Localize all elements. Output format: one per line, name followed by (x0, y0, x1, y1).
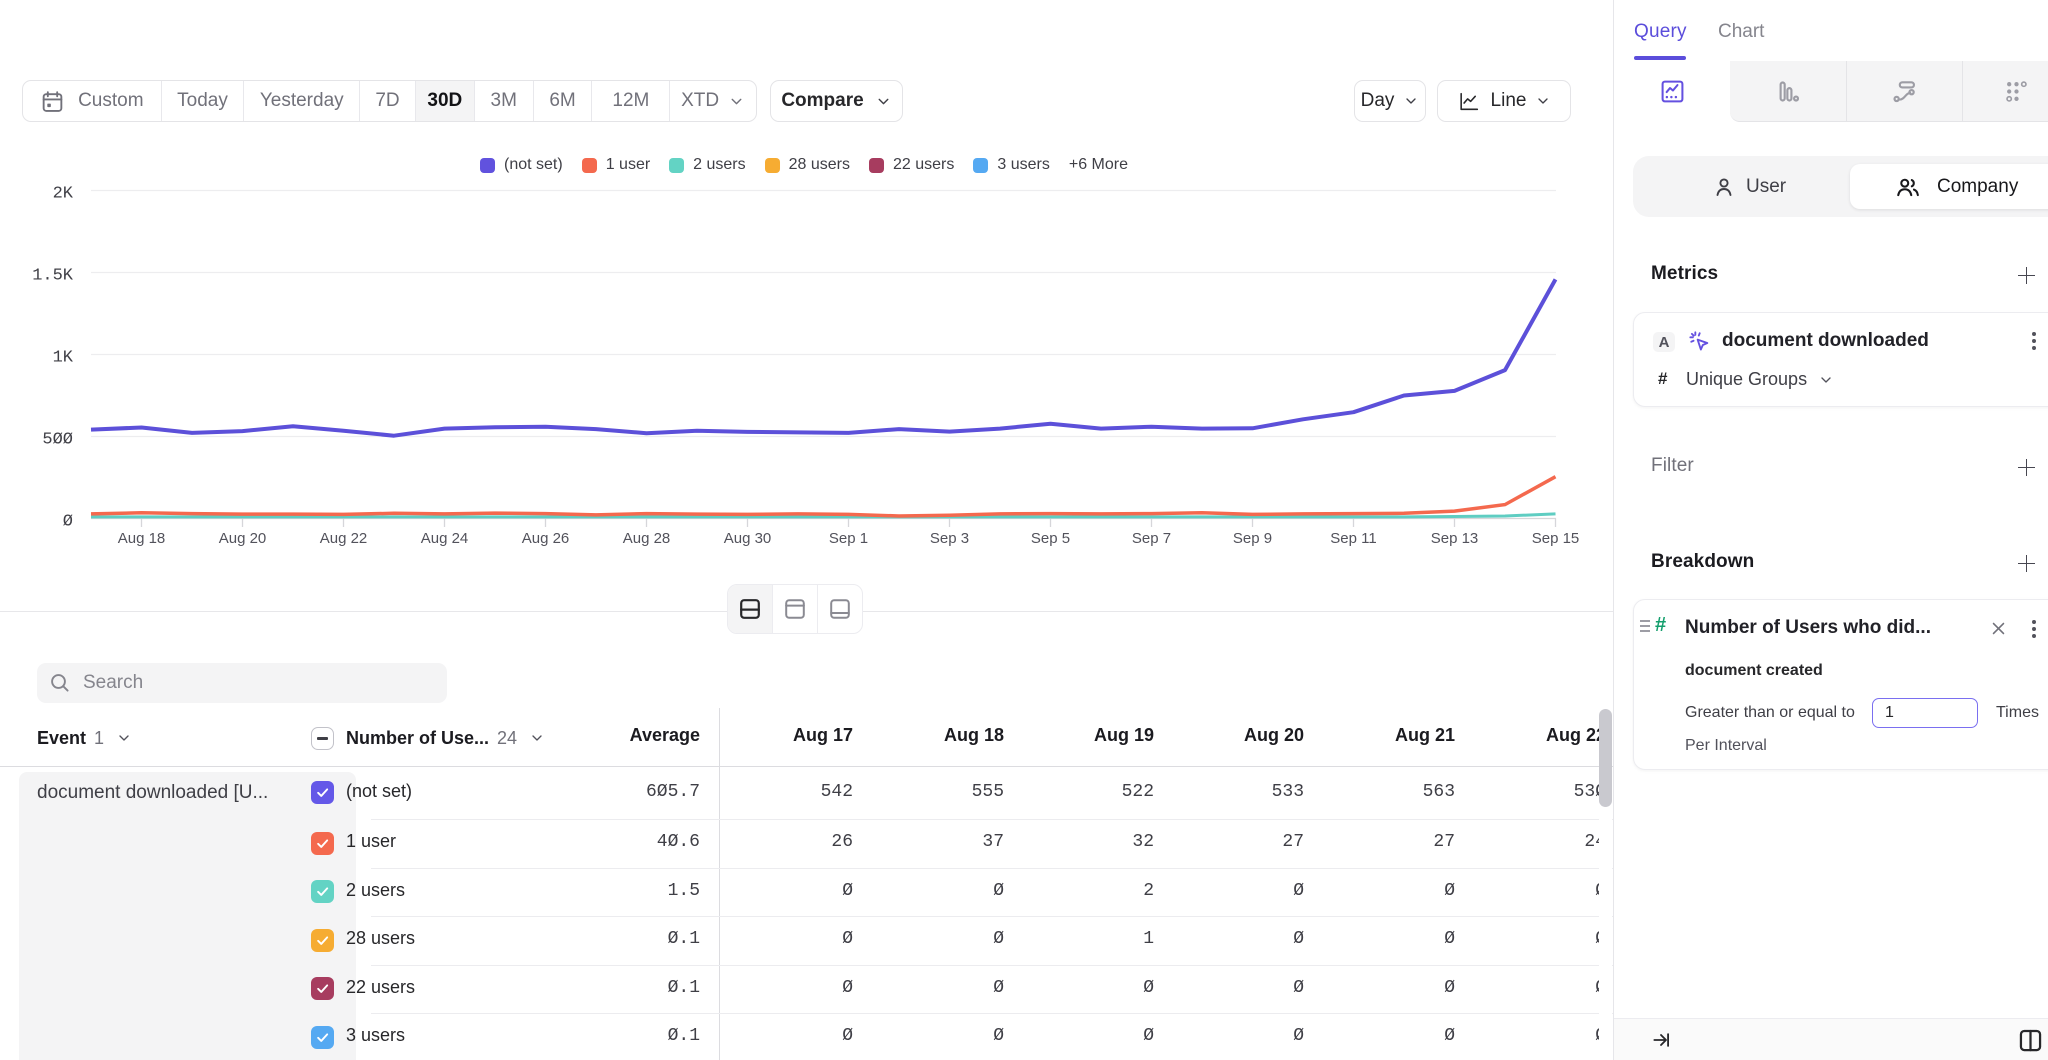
svg-text:Sep 5: Sep 5 (1031, 530, 1070, 547)
svg-text:Aug 24: Aug 24 (421, 530, 469, 547)
svg-text:Sep 9: Sep 9 (1233, 530, 1272, 547)
svg-text:Aug 30: Aug 30 (724, 530, 772, 547)
svg-text:Sep 7: Sep 7 (1132, 530, 1171, 547)
svg-text:Sep 11: Sep 11 (1330, 530, 1376, 547)
svg-text:5ØØ: 5ØØ (42, 431, 73, 450)
svg-text:1K: 1K (53, 349, 74, 368)
svg-text:Sep 1: Sep 1 (829, 530, 868, 547)
svg-text:Aug 20: Aug 20 (219, 530, 267, 547)
svg-text:Sep 3: Sep 3 (930, 530, 969, 547)
svg-text:Aug 28: Aug 28 (623, 530, 671, 547)
svg-text:Sep 13: Sep 13 (1431, 530, 1479, 547)
svg-text:Aug 18: Aug 18 (118, 530, 166, 547)
svg-text:Aug 26: Aug 26 (522, 530, 570, 547)
svg-text:Ø: Ø (63, 513, 73, 532)
svg-text:2K: 2K (53, 185, 74, 204)
svg-text:1.5K: 1.5K (32, 267, 74, 286)
svg-text:Sep 15: Sep 15 (1532, 530, 1580, 547)
svg-text:Aug 22: Aug 22 (320, 530, 368, 547)
